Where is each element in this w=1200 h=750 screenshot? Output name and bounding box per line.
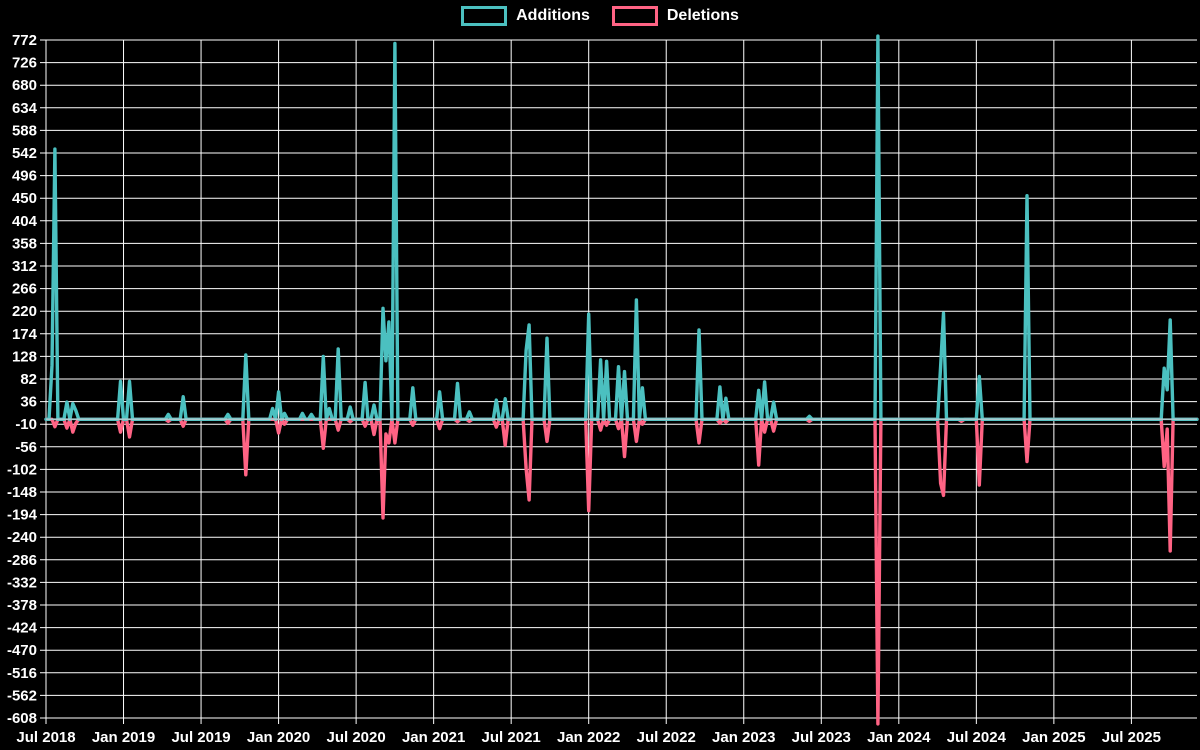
y-tick-label: 680: [12, 77, 37, 94]
y-tick-label: 82: [20, 371, 37, 388]
y-tick-label: -470: [7, 642, 37, 659]
x-tick-label: Jan 2024: [867, 729, 931, 746]
y-tick-label: -10: [15, 416, 37, 433]
x-tick-label: Jan 2022: [557, 729, 620, 746]
x-tick-label: Jan 2025: [1022, 729, 1085, 746]
chart-legend: Additions Deletions: [0, 6, 1200, 26]
y-tick-label: -332: [7, 574, 37, 591]
y-tick-label: 358: [12, 235, 37, 252]
legend-item-deletions[interactable]: Deletions: [611, 6, 739, 26]
y-tick-label: -56: [15, 439, 37, 456]
y-tick-label: -102: [7, 461, 37, 478]
x-tick-label: Jul 2024: [947, 729, 1007, 746]
y-tick-label: 404: [12, 213, 38, 230]
x-tick-label: Jul 2022: [637, 729, 696, 746]
y-tick-label: -240: [7, 529, 37, 546]
x-tick-label: Jul 2023: [792, 729, 851, 746]
y-tick-label: -424: [7, 620, 38, 637]
legend-label-deletions: Deletions: [666, 7, 739, 24]
y-tick-label: 450: [12, 190, 37, 207]
x-tick-label: Jul 2025: [1102, 729, 1161, 746]
y-tick-label: -148: [7, 484, 37, 501]
y-tick-label: -608: [7, 710, 37, 727]
deletions-line: [44, 417, 1199, 726]
y-tick-label: 634: [12, 100, 38, 117]
y-tick-label: -194: [7, 507, 38, 524]
x-tick-label: Jan 2019: [92, 729, 155, 746]
additions-swatch-icon: [461, 6, 508, 26]
legend-item-additions[interactable]: Additions: [461, 6, 590, 26]
y-tick-label: -562: [7, 687, 37, 704]
y-tick-label: 174: [12, 326, 38, 343]
y-tick-label: 496: [12, 168, 37, 185]
x-tick-label: Jul 2019: [171, 729, 230, 746]
y-tick-label: -286: [7, 552, 37, 569]
y-tick-label: 542: [12, 145, 37, 162]
x-tick-label: Jan 2020: [247, 729, 310, 746]
y-tick-label: 726: [12, 55, 37, 72]
y-tick-label: 772: [12, 32, 37, 49]
y-tick-label: 312: [12, 258, 37, 275]
y-tick-label: 266: [12, 281, 37, 298]
x-tick-label: Jul 2021: [482, 729, 541, 746]
deletions-swatch-icon: [611, 6, 658, 26]
y-tick-label: 128: [12, 348, 37, 365]
y-tick-label: -516: [7, 665, 37, 682]
x-tick-label: Jul 2018: [16, 729, 75, 746]
x-tick-label: Jan 2023: [712, 729, 775, 746]
x-tick-label: Jul 2020: [327, 729, 386, 746]
additions-line: [44, 34, 1199, 421]
y-tick-label: -378: [7, 597, 37, 614]
y-tick-label: 36: [20, 394, 37, 411]
y-tick-label: 220: [12, 303, 37, 320]
legend-label-additions: Additions: [516, 7, 590, 24]
x-tick-label: Jan 2021: [402, 729, 465, 746]
y-tick-label: 588: [12, 122, 37, 139]
